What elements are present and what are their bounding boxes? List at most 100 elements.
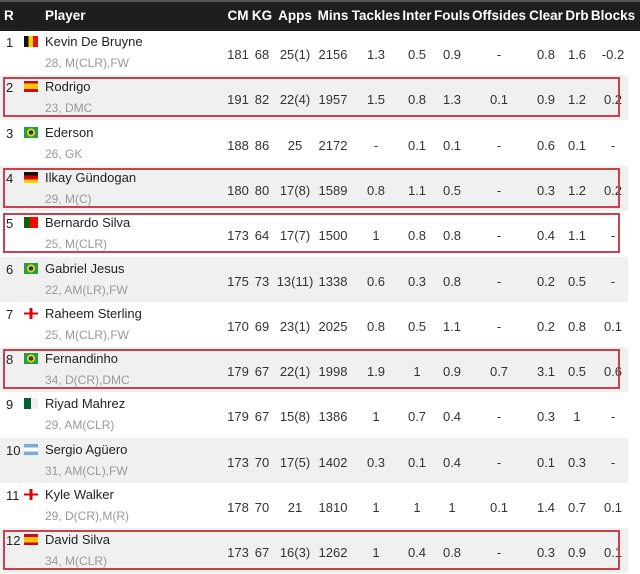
rank: 1 bbox=[6, 35, 14, 50]
stat-cm: 173 bbox=[227, 545, 249, 561]
stat-kg: 67 bbox=[254, 364, 270, 380]
stat-clear: 1.4 bbox=[536, 500, 556, 515]
stat-fouls: 1.1 bbox=[442, 318, 462, 334]
stat-clear: 0.3 bbox=[536, 545, 556, 561]
player-info: 28, M(CLR),FW bbox=[45, 56, 129, 70]
stat-drb: 1 bbox=[573, 409, 581, 425]
stat-offsides: - bbox=[496, 182, 502, 198]
column-header-kg[interactable]: KG bbox=[251, 8, 273, 23]
stat-inter: 1 bbox=[413, 364, 421, 380]
stat-cm: 181 bbox=[227, 47, 249, 62]
stat-tackles: 0.8 bbox=[366, 182, 386, 198]
stat-kg: 80 bbox=[254, 182, 270, 198]
germany-flag-icon bbox=[24, 171, 38, 183]
player-name[interactable]: Ederson bbox=[45, 124, 94, 140]
table-row[interactable]: 12 David Silva 34, M(CLR) 173 67 16(3) 1262 1 0.… bbox=[0, 528, 628, 574]
player-info: 23, DMC bbox=[45, 101, 93, 116]
stat-mins: 1957 bbox=[318, 92, 348, 108]
stat-offsides: - bbox=[496, 454, 502, 470]
stat-apps: 22(1) bbox=[279, 364, 311, 380]
stat-kg: 70 bbox=[254, 500, 270, 515]
stat-fouls: 0.5 bbox=[442, 182, 462, 198]
argentina-flag-icon bbox=[24, 443, 38, 455]
column-header-clear[interactable]: Clear bbox=[529, 8, 563, 23]
stat-fouls: 0.9 bbox=[442, 47, 462, 62]
table-row[interactable]: 11 Kyle Walker 29, D(CR),M(R) 178 70 21 1810 1 1… bbox=[0, 483, 628, 528]
player-name[interactable]: Gabriel Jesus bbox=[45, 260, 125, 276]
player-name[interactable]: Riyad Mahrez bbox=[45, 396, 126, 412]
stat-drb: 0.1 bbox=[567, 137, 587, 153]
stat-cm: 173 bbox=[227, 454, 249, 470]
stat-mins: 2156 bbox=[318, 47, 348, 62]
table-row[interactable]: 9 Riyad Mahrez 29, AM(CLR) 179 67 15(8) 1386 1 0… bbox=[0, 392, 628, 437]
column-header-blocks[interactable]: Blocks bbox=[590, 8, 636, 23]
column-header-tackles[interactable]: Tackles bbox=[351, 8, 401, 23]
stat-fouls: 1.3 bbox=[442, 92, 462, 108]
player-name[interactable]: Bernardo Silva bbox=[45, 215, 131, 231]
player-name[interactable]: Raheem Sterling bbox=[45, 305, 142, 321]
stat-fouls: 0.8 bbox=[442, 545, 462, 561]
stat-drb: 0.8 bbox=[567, 318, 587, 334]
stat-drb: 0.7 bbox=[567, 500, 587, 515]
stat-drb: 0.5 bbox=[567, 273, 587, 289]
column-header-fouls[interactable]: Fouls bbox=[434, 8, 470, 23]
stat-cm: 179 bbox=[227, 364, 249, 380]
stat-blocks: - bbox=[610, 228, 616, 244]
table-row[interactable]: 1 Kevin De Bruyne 28, M(CLR),FW 181 68 25(1) 2… bbox=[0, 30, 628, 75]
table-row[interactable]: 4 Ilkay Gündogan 29, M(C) 180 80 17(8) 1589 0.8… bbox=[0, 165, 628, 211]
stat-mins: 1998 bbox=[318, 364, 348, 380]
player-name[interactable]: Sergio Agüero bbox=[45, 441, 128, 457]
stat-blocks: - bbox=[610, 454, 616, 470]
stat-clear: 0.3 bbox=[536, 182, 556, 198]
stat-clear: 0.1 bbox=[536, 454, 556, 470]
table-row[interactable]: 7 Raheem Sterling 25, M(CLR),FW 170 69 23(1) 2… bbox=[0, 302, 628, 347]
stat-mins: 1589 bbox=[318, 182, 348, 198]
stat-clear: 0.2 bbox=[536, 318, 556, 334]
table-row[interactable]: 3 Ederson 26, GK 188 86 25 2172 - 0.1 0.1 - 0.6 0.1 - bbox=[0, 121, 628, 166]
player-info: 29, D(CR),M(R) bbox=[45, 509, 129, 523]
table-row[interactable]: 8 Fernandinho 34, D(CR),DMC 179 67 22(1) 1998 1… bbox=[0, 347, 628, 393]
player-info: 22, AM(LR),FW bbox=[45, 282, 128, 297]
column-header-offsides[interactable]: Offsides bbox=[471, 8, 527, 23]
player-name[interactable]: Ilkay Gündogan bbox=[45, 169, 137, 185]
stat-kg: 69 bbox=[254, 318, 270, 334]
stat-inter: 0.8 bbox=[407, 92, 427, 108]
player-name[interactable]: Kyle Walker bbox=[45, 487, 114, 502]
stat-mins: 1386 bbox=[318, 409, 348, 425]
stat-tackles: 1.3 bbox=[366, 47, 386, 62]
table-row[interactable]: 2 Rodrigo 23, DMC 191 82 22(4) 1957 1.5 0.8 1.3 0.… bbox=[0, 75, 628, 121]
stat-cm: 170 bbox=[227, 318, 249, 334]
table-row[interactable]: 6 Gabriel Jesus 22, AM(LR),FW 175 73 13(11) 13… bbox=[0, 256, 628, 302]
column-header-mins[interactable]: Mins bbox=[317, 8, 349, 23]
stat-offsides: - bbox=[496, 318, 502, 334]
table-row[interactable]: 5 Bernardo Silva 25, M(CLR) 173 64 17(7) 1500 1… bbox=[0, 211, 628, 256]
column-header-drb[interactable]: Drb bbox=[565, 8, 589, 23]
stat-blocks: -0.2 bbox=[601, 47, 625, 62]
stat-offsides: 0.1 bbox=[489, 500, 509, 515]
rank: 11 bbox=[6, 488, 20, 503]
player-name[interactable]: David Silva bbox=[45, 532, 111, 548]
stat-apps: 25(1) bbox=[279, 47, 311, 62]
column-header-player[interactable]: Player bbox=[45, 8, 86, 23]
stat-kg: 73 bbox=[254, 273, 270, 289]
column-header-r[interactable]: R bbox=[4, 8, 14, 23]
stat-kg: 67 bbox=[254, 409, 270, 425]
player-info: 31, AM(CL),FW bbox=[45, 463, 128, 478]
stat-tackles: 1.5 bbox=[366, 92, 386, 108]
column-header-inter[interactable]: Inter bbox=[402, 8, 432, 23]
stat-offsides: - bbox=[496, 47, 502, 62]
rank: 7 bbox=[6, 306, 14, 322]
stat-apps: 16(3) bbox=[279, 545, 311, 561]
player-name[interactable]: Rodrigo bbox=[45, 79, 91, 95]
column-header-cm[interactable]: CM bbox=[227, 8, 249, 23]
stat-apps: 17(8) bbox=[279, 182, 311, 198]
rank: 2 bbox=[6, 80, 14, 96]
column-header-apps[interactable]: Apps bbox=[278, 8, 312, 23]
player-name[interactable]: Kevin De Bruyne bbox=[45, 34, 143, 49]
stat-offsides: - bbox=[496, 409, 502, 425]
table-row[interactable]: 10 Sergio Agüero 31, AM(CL),FW 173 70 17(5) 14… bbox=[0, 437, 628, 483]
stat-cm: 180 bbox=[227, 182, 249, 198]
stat-tackles: 1 bbox=[372, 545, 380, 561]
player-name[interactable]: Fernandinho bbox=[45, 351, 118, 367]
stat-drb: 0.3 bbox=[567, 454, 587, 470]
